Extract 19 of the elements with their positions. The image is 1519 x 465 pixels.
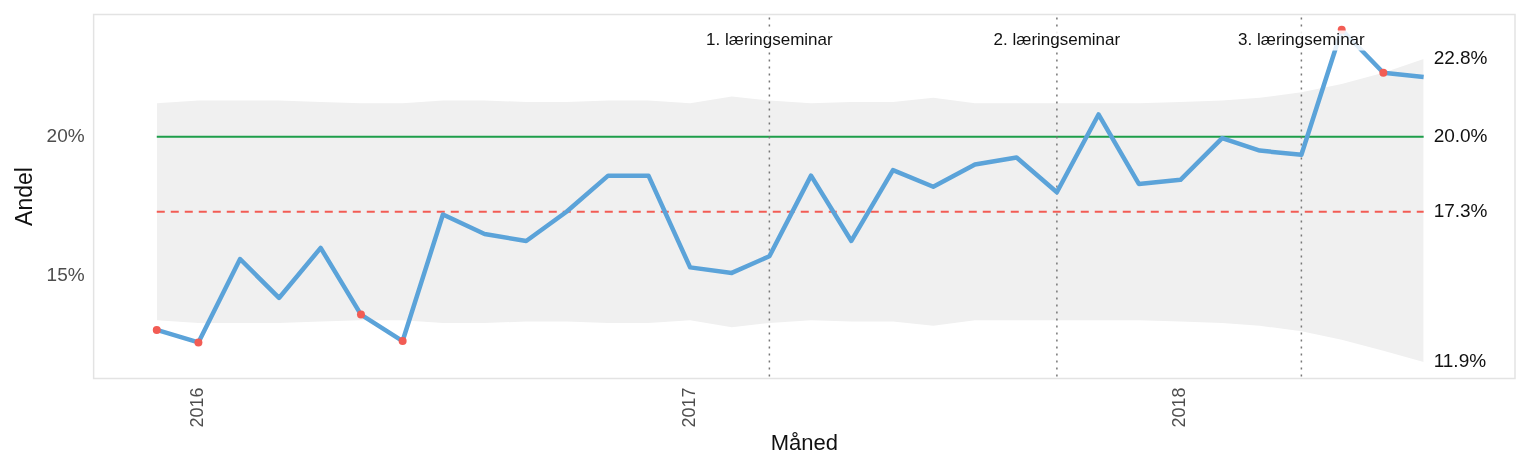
point bbox=[152, 325, 161, 334]
annotation: 11.9% bbox=[1433, 350, 1487, 372]
ref-line-label: 17.3% bbox=[1433, 200, 1488, 221]
y-axis-title: Andel bbox=[11, 167, 38, 226]
x-tick-label: 2016 bbox=[187, 387, 208, 428]
annotation: 22.8% bbox=[1433, 47, 1488, 69]
x-tick-label: 2017 bbox=[679, 387, 700, 428]
point bbox=[356, 310, 365, 319]
ref-line-label: 20.0% bbox=[1433, 124, 1488, 146]
point bbox=[194, 338, 203, 347]
y-tick-label: 20% bbox=[46, 124, 85, 146]
point bbox=[398, 337, 407, 346]
point bbox=[1379, 68, 1388, 77]
ref-line-label: 2. læringseminar bbox=[993, 30, 1121, 50]
y-tick-label: 15% bbox=[46, 263, 85, 285]
x-tick-label: 2018 bbox=[1169, 387, 1190, 428]
ref-line-label: 3. læringseminar bbox=[1238, 30, 1366, 50]
ref-line-label: 1. læringseminar bbox=[706, 30, 834, 50]
x-axis-title: Måned bbox=[770, 429, 838, 455]
